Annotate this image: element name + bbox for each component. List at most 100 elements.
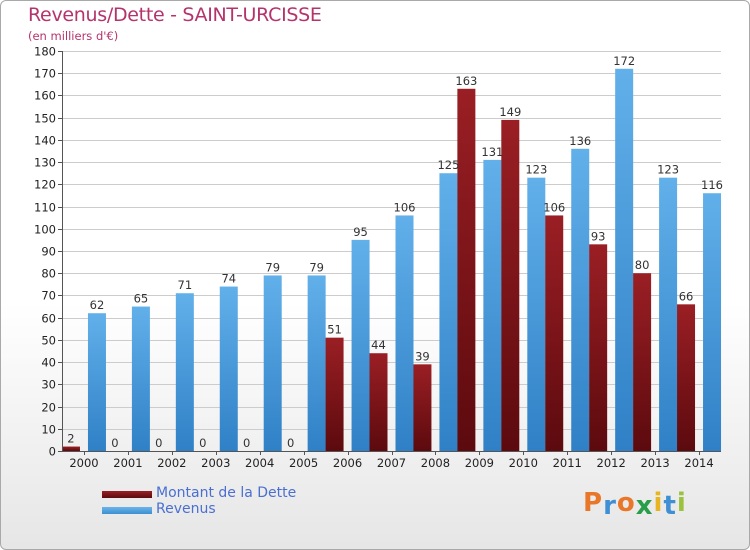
y-tick-label: 30 — [41, 378, 56, 392]
value-label-dette: 0 — [155, 436, 162, 450]
x-tick-label: 2009 — [465, 456, 494, 470]
value-label-dette: 44 — [371, 338, 386, 352]
bar-revenus — [87, 313, 106, 451]
value-label-revenus: 74 — [221, 272, 236, 286]
bar-dette — [413, 364, 432, 451]
x-tick-label: 2002 — [157, 456, 186, 470]
proxiti-logo: Proxiti — [583, 488, 687, 521]
value-label-dette: 80 — [635, 258, 650, 272]
x-tick-label: 2008 — [421, 456, 450, 470]
logo-letter: i — [653, 488, 664, 518]
x-tick-label: 2014 — [684, 456, 713, 470]
bar-dette — [501, 119, 520, 451]
legend-swatch-dette — [102, 491, 152, 498]
value-label-dette: 106 — [543, 200, 565, 214]
y-tick-label: 80 — [41, 267, 56, 281]
y-tick-label: 140 — [34, 134, 56, 148]
y-tick-label: 160 — [34, 89, 56, 103]
x-tick-label: 2007 — [377, 456, 406, 470]
value-label-dette: 149 — [499, 105, 521, 119]
bar-revenus — [263, 275, 282, 451]
x-tick-label: 2006 — [333, 456, 362, 470]
bar-revenus — [131, 306, 150, 451]
x-tick-label: 2010 — [509, 456, 538, 470]
chart-title: Revenus/Dette - SAINT-URCISSE — [28, 4, 322, 26]
legend-label-revenus: Revenus — [156, 501, 216, 517]
y-tick-label: 100 — [34, 223, 56, 237]
bar-revenus — [351, 239, 370, 451]
bar-revenus — [659, 177, 678, 451]
bar-revenus — [483, 159, 502, 451]
y-tick-label: 170 — [34, 67, 56, 81]
y-tick-label: 50 — [41, 334, 56, 348]
bar-dette — [61, 446, 80, 451]
value-label-dette: 0 — [287, 436, 294, 450]
y-tick-label: 40 — [41, 356, 56, 370]
value-label-dette: 0 — [199, 436, 206, 450]
x-tick-label: 2013 — [640, 456, 669, 470]
value-label-dette: 39 — [415, 349, 430, 363]
value-label-revenus: 62 — [90, 298, 105, 312]
y-tick-label: 120 — [34, 178, 56, 192]
value-label-revenus: 172 — [613, 54, 635, 68]
value-label-revenus: 106 — [394, 200, 416, 214]
legend-label-dette: Montant de la Dette — [156, 485, 297, 501]
logo-letter: x — [635, 491, 654, 521]
y-tick-label: 130 — [34, 156, 56, 170]
x-tick-label: 2000 — [69, 456, 98, 470]
bar-revenus — [527, 177, 546, 451]
bar-revenus — [219, 286, 238, 451]
y-tick-label: 180 — [34, 45, 56, 59]
value-label-revenus: 71 — [178, 278, 193, 292]
value-label-dette: 163 — [455, 74, 477, 88]
value-label-revenus: 123 — [657, 163, 679, 177]
value-label-revenus: 136 — [569, 134, 591, 148]
logo-letter: t — [663, 491, 677, 521]
value-label-dette: 51 — [327, 323, 342, 337]
value-label-revenus: 79 — [265, 260, 280, 274]
bar-revenus — [175, 293, 194, 451]
value-label-revenus: 95 — [353, 225, 368, 239]
value-label-revenus: 65 — [134, 292, 149, 306]
value-label-dette: 66 — [679, 289, 694, 303]
x-tick-label: 2003 — [201, 456, 230, 470]
bar-revenus — [571, 148, 590, 451]
y-tick-label: 70 — [41, 289, 56, 303]
value-label-revenus: 131 — [481, 145, 503, 159]
bar-revenus — [395, 215, 414, 451]
value-label-dette: 93 — [591, 229, 606, 243]
value-label-revenus: 79 — [309, 260, 324, 274]
bar-dette — [457, 88, 476, 452]
x-tick-label: 2005 — [289, 456, 318, 470]
bar-dette — [677, 304, 696, 451]
x-tick-label: 2012 — [597, 456, 626, 470]
logo-letter: o — [616, 488, 636, 518]
value-label-dette: 0 — [111, 436, 118, 450]
y-tick-label: 60 — [41, 312, 56, 326]
y-tick-label: 110 — [34, 201, 56, 215]
legend-swatch-revenus — [102, 507, 152, 514]
x-tick-label: 2004 — [245, 456, 274, 470]
logo-letter: i — [676, 488, 687, 518]
y-tick-label: 20 — [41, 401, 56, 415]
bar-revenus — [439, 173, 458, 451]
x-tick-label: 2011 — [553, 456, 582, 470]
value-label-revenus: 123 — [525, 163, 547, 177]
logo-letter: r — [603, 491, 617, 521]
logo-letter: P — [583, 488, 604, 518]
value-label-dette: 0 — [243, 436, 250, 450]
bar-dette — [545, 215, 564, 451]
chart-subtitle: (en milliers d'€) — [28, 29, 119, 43]
y-tick-label: 0 — [49, 445, 56, 459]
bar-revenus — [703, 193, 722, 451]
value-label-dette: 2 — [67, 432, 74, 446]
bar-dette — [325, 337, 344, 451]
bar-dette — [369, 353, 388, 451]
value-label-revenus: 116 — [701, 178, 723, 192]
y-tick-label: 150 — [34, 112, 56, 126]
bar-revenus — [307, 275, 326, 451]
y-tick-label: 10 — [41, 423, 56, 437]
value-label-revenus: 125 — [437, 158, 459, 172]
